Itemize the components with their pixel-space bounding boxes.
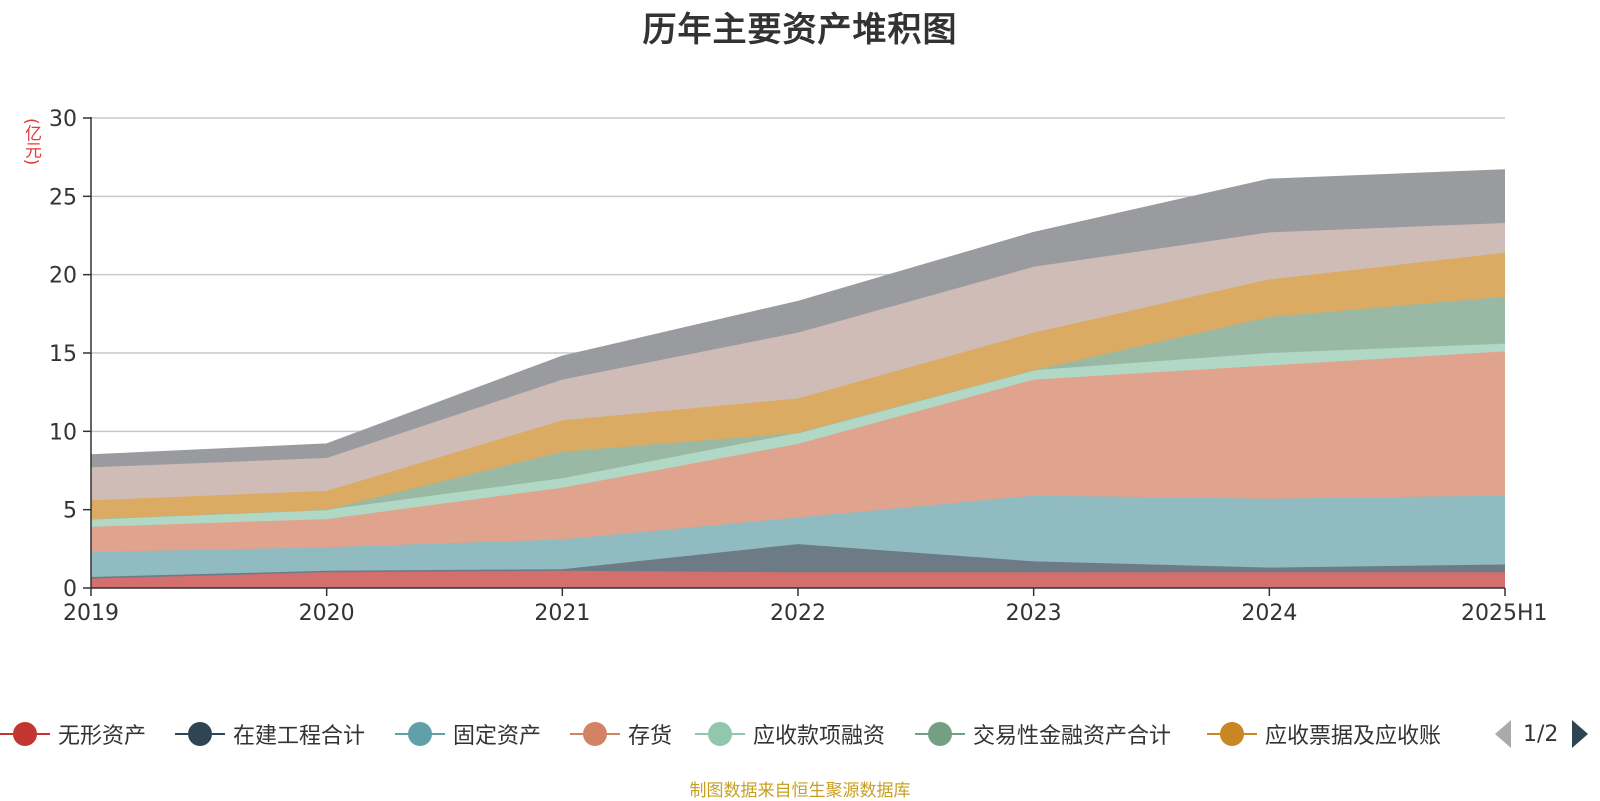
y-tick-label: 10 — [49, 420, 77, 445]
chart-title: 历年主要资产堆积图 — [642, 10, 958, 50]
y-tick-label: 25 — [49, 185, 77, 210]
legend-item[interactable]: 固定资产 — [395, 712, 541, 756]
area-layer — [90, 169, 1506, 588]
axis-layer: 0 5 10 15 20 25 30 2019 2020 2021 2022 2023 2024 2025… — [49, 107, 1548, 626]
legend-next-arrow-icon[interactable] — [1572, 720, 1589, 748]
y-axis-unit-label: (亿元) — [21, 118, 41, 166]
area-series-2 — [91, 495, 1505, 577]
legend-label: 固定资产 — [453, 724, 542, 749]
y-tick-label: 5 — [63, 499, 77, 524]
legend-item[interactable]: 应收票据及应收账 — [1207, 712, 1441, 756]
area-series-3 — [91, 351, 1505, 552]
legend-pager: 1/2 — [1495, 712, 1589, 756]
legend-marker-icon — [915, 719, 965, 749]
x-tick-label: 2021 — [534, 601, 590, 626]
x-tick-label: 2024 — [1241, 601, 1297, 626]
legend: 无形资产 在建工程合计 固定资产 存货 应收款项融资 交易性金融资产合计 应收票据及应收账 — [0, 712, 1600, 756]
legend-marker-icon — [1207, 719, 1257, 749]
legend-label: 无形资产 — [58, 724, 147, 749]
legend-label: 交易性金融资产合计 — [973, 724, 1172, 749]
legend-label: 应收款项融资 — [753, 724, 886, 749]
x-tick-label: 2023 — [1006, 601, 1062, 626]
y-tick-label: 0 — [63, 577, 77, 602]
x-tick-label: 2020 — [299, 601, 355, 626]
x-tick-label: 2019 — [63, 601, 119, 626]
y-tick-label: 30 — [49, 107, 77, 132]
legend-item[interactable]: 存货 — [570, 712, 672, 756]
area-series-4 — [91, 343, 1505, 527]
legend-label: 应收票据及应收账 — [1265, 724, 1442, 749]
x-tick-label: 2022 — [770, 601, 826, 626]
source-note: 制图数据来自恒生聚源数据库 — [689, 781, 911, 801]
legend-prev-arrow-icon[interactable] — [1495, 720, 1511, 748]
legend-label: 存货 — [628, 724, 673, 749]
area-series-7 — [91, 223, 1505, 501]
legend-marker-icon — [695, 719, 745, 749]
legend-label: 在建工程合计 — [233, 724, 366, 749]
area-series-0 — [91, 570, 1505, 588]
area-series-1 — [91, 544, 1505, 579]
y-tick-label: 20 — [49, 264, 77, 289]
legend-item[interactable]: 应收款项融资 — [695, 712, 885, 756]
legend-marker-icon — [395, 719, 445, 749]
legend-item[interactable]: 交易性金融资产合计 — [915, 712, 1171, 756]
legend-marker-icon — [570, 719, 620, 749]
legend-marker-icon — [0, 719, 50, 749]
y-tick-label: 15 — [49, 342, 77, 367]
legend-marker-icon — [175, 719, 225, 749]
area-series-edge-8 — [90, 169, 1506, 456]
area-series-6 — [91, 252, 1505, 520]
legend-item[interactable]: 在建工程合计 — [175, 712, 365, 756]
x-tick-label: 2025H1 — [1461, 601, 1548, 626]
legend-item[interactable]: 无形资产 — [0, 712, 146, 756]
area-series-8 — [91, 169, 1505, 468]
area-series-5 — [91, 296, 1505, 520]
legend-page-indicator: 1/2 — [1523, 721, 1559, 747]
